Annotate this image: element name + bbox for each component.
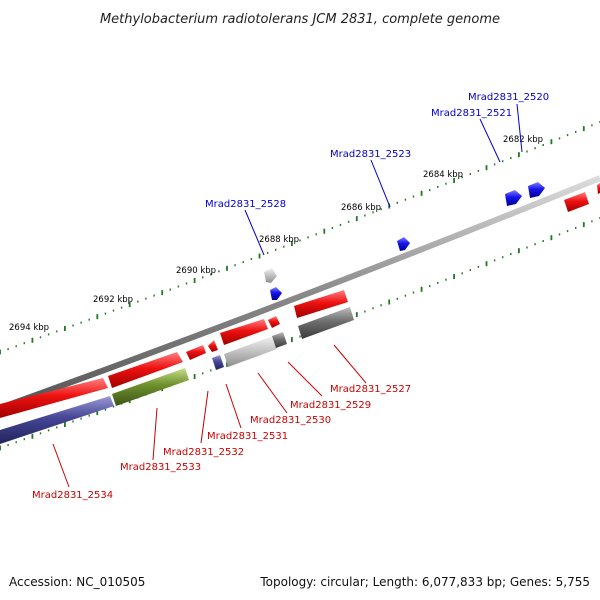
gene-arrow-reverse[interactable]: [212, 355, 224, 370]
gene-arrow-forward[interactable]: [564, 192, 589, 212]
tick-label-2688: 2688 kbp: [259, 235, 299, 245]
leader-line: [333, 344, 367, 384]
reverse-strand-genes: [0, 307, 354, 444]
gene-arrow-reverse[interactable]: [224, 336, 277, 367]
tick-label-2682: 2682 kbp: [503, 135, 543, 145]
gene-arrow-forward[interactable]: [397, 237, 410, 251]
leader-line: [370, 159, 391, 208]
topology-text: Topology: circular; Length: 6,077,833 bp…: [259, 575, 590, 589]
forward-strand-genes: [0, 182, 600, 418]
gene-arrow-reverse[interactable]: [298, 307, 354, 339]
gene-arrow-reverse[interactable]: [272, 332, 287, 348]
gene-label-Mrad2831_2527[interactable]: Mrad2831_2527: [330, 384, 411, 395]
upper-tick-track: [0, 121, 600, 355]
leader-line: [516, 103, 523, 153]
accession-text: Accession: NC_010505: [9, 575, 145, 589]
gene-arrow-forward[interactable]: [186, 345, 206, 360]
gene-arrow-reverse[interactable]: [0, 396, 114, 444]
gene-arrow-forward[interactable]: [208, 340, 218, 352]
tick-label-2686: 2686 kbp: [341, 203, 381, 213]
reverse-gene-labels: Mrad2831_2527 Mrad2831_2529 Mrad2831_253…: [32, 344, 411, 501]
gene-label-Mrad2831_2531[interactable]: Mrad2831_2531: [207, 431, 288, 442]
gene-label-Mrad2831_2534[interactable]: Mrad2831_2534: [32, 490, 113, 501]
gene-arrow-forward[interactable]: [597, 183, 600, 194]
leader-line: [152, 407, 158, 461]
gene-label-Mrad2831_2532[interactable]: Mrad2831_2532: [163, 447, 244, 458]
tick-label-2690: 2690 kbp: [176, 266, 216, 276]
gene-arrow-forward[interactable]: [108, 352, 183, 388]
gene-arrow-forward[interactable]: [528, 182, 545, 198]
leader-line: [479, 118, 501, 163]
gene-arrow-forward[interactable]: [0, 378, 108, 418]
tick-label-2694: 2694 kbp: [9, 323, 49, 333]
leader-line: [200, 390, 209, 444]
leader-line: [244, 209, 265, 256]
gene-label-Mrad2831_2529[interactable]: Mrad2831_2529: [290, 400, 371, 411]
tick-label-2692: 2692 kbp: [93, 295, 133, 305]
leader-line: [52, 443, 70, 488]
forward-gene-labels: Mrad2831_2520 Mrad2831_2521 Mrad2831_252…: [205, 92, 549, 256]
map-title: Methylobacterium radiotolerans JCM 2831,…: [100, 12, 500, 27]
gene-arrow-forward[interactable]: [220, 319, 268, 345]
gene-label-Mrad2831_2521[interactable]: Mrad2831_2521: [431, 108, 512, 119]
gene-label-Mrad2831_2520[interactable]: Mrad2831_2520: [468, 92, 549, 103]
tick-label-2684: 2684 kbp: [423, 170, 463, 180]
gene-label-Mrad2831_2533[interactable]: Mrad2831_2533: [120, 462, 201, 473]
leader-line: [257, 372, 288, 414]
gene-arrow-forward[interactable]: [264, 268, 277, 283]
gene-label-Mrad2831_2530[interactable]: Mrad2831_2530: [250, 415, 331, 426]
gene-label-Mrad2831_2528[interactable]: Mrad2831_2528: [205, 199, 286, 210]
gene-arrow-forward[interactable]: [268, 316, 280, 328]
genome-backbone: [0, 175, 600, 411]
leader-line: [225, 383, 242, 429]
gene-arrow-reverse[interactable]: [112, 368, 189, 406]
gene-arrow-forward[interactable]: [505, 190, 522, 206]
gene-arrow-forward[interactable]: [270, 287, 282, 300]
gene-arrow-forward[interactable]: [294, 290, 348, 318]
gene-label-Mrad2831_2523[interactable]: Mrad2831_2523: [330, 149, 411, 160]
leader-line: [287, 361, 323, 397]
